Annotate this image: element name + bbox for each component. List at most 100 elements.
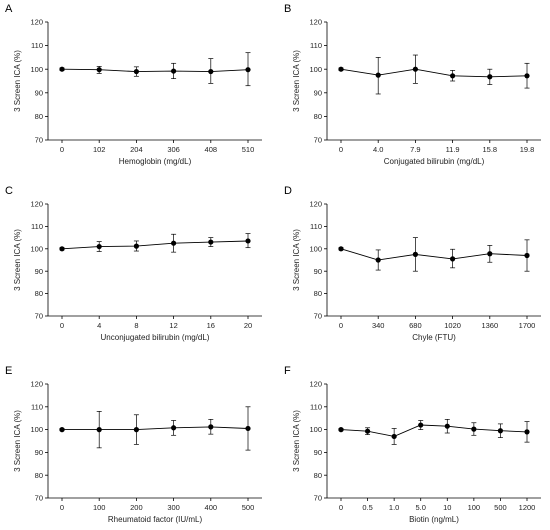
x-tick-label: 4.0 xyxy=(373,145,383,154)
data-point xyxy=(391,433,397,440)
panel-label: F xyxy=(284,365,291,377)
panel-label: D xyxy=(284,185,292,197)
x-tick-label: 100 xyxy=(93,503,106,512)
y-tick-label: 100 xyxy=(309,244,322,253)
y-tick-label: 70 xyxy=(35,494,43,503)
y-axis-title: 3 Screen ICA (%) xyxy=(13,50,22,112)
data-point xyxy=(487,74,493,80)
y-tick-label: 90 xyxy=(35,267,43,276)
data-point xyxy=(412,251,418,257)
y-tick-label: 100 xyxy=(30,244,43,253)
y-tick-label: 110 xyxy=(310,222,322,231)
data-point xyxy=(171,240,177,246)
panel-d: D 70 80 90 100 110 120 0 340 680 1020 1360 1700 Chyle… xyxy=(284,185,541,342)
data-point xyxy=(208,68,214,75)
x-tick-label: 500 xyxy=(494,503,507,512)
x-tick-label: 15.8 xyxy=(482,145,497,154)
data-point xyxy=(96,67,102,73)
data-point xyxy=(471,426,477,432)
data-point xyxy=(96,243,102,250)
data-point xyxy=(524,429,530,435)
y-tick-label: 120 xyxy=(309,380,322,389)
x-tick-label: 1.0 xyxy=(389,503,399,512)
series-line xyxy=(61,240,249,250)
y-tick-label: 110 xyxy=(31,222,43,231)
x-axis-title: Conjugated bilirubin (mg/dL) xyxy=(384,157,485,166)
data-point xyxy=(338,66,344,72)
data-point xyxy=(59,427,65,433)
x-tick-label: 7.9 xyxy=(410,145,420,154)
data-point xyxy=(364,428,371,434)
data-point xyxy=(59,246,65,252)
y-tick-label: 120 xyxy=(30,18,43,27)
x-tick-label: 19.8 xyxy=(520,145,535,154)
y-tick-label: 110 xyxy=(310,41,322,50)
x-axis-title: Biotin (ng/mL) xyxy=(409,515,459,524)
x-tick-label: 16 xyxy=(207,321,215,330)
y-tick-label: 70 xyxy=(314,312,322,321)
data-point xyxy=(133,68,139,75)
x-tick-label: 0 xyxy=(339,503,343,512)
data-point xyxy=(245,67,251,73)
data-point xyxy=(444,423,450,429)
panel-a: A 70 80 90 100 110 120 0 102 204 306 408 510 Hemoglob… xyxy=(5,3,262,166)
data-point xyxy=(450,73,456,79)
data-point xyxy=(497,428,504,434)
y-tick-label: 80 xyxy=(35,112,43,121)
data-point xyxy=(245,238,251,244)
y-tick-label: 110 xyxy=(31,41,43,50)
y-tick-label: 70 xyxy=(314,494,322,503)
y-tick-label: 110 xyxy=(31,402,43,411)
x-tick-label: 0 xyxy=(339,321,343,330)
x-tick-label: 0.5 xyxy=(362,503,372,512)
x-axis-title: Hemoglobin (mg/dL) xyxy=(119,157,192,166)
y-axis-title: 3 Screen ICA (%) xyxy=(13,229,22,291)
data-point xyxy=(59,66,65,72)
panel-e: E 70 80 90 100 110 120 0 100 200 300 400 500 Rheumato… xyxy=(5,365,262,524)
x-tick-label: 4 xyxy=(97,321,101,330)
x-tick-label: 5.0 xyxy=(415,503,425,512)
x-tick-label: 500 xyxy=(242,503,255,512)
panel-label: E xyxy=(5,365,12,377)
x-tick-label: 10 xyxy=(443,503,451,512)
panel-label: B xyxy=(284,3,291,15)
y-axis-title: 3 Screen ICA (%) xyxy=(13,410,22,472)
x-tick-label: 8 xyxy=(134,321,138,330)
data-point xyxy=(487,251,493,257)
data-point xyxy=(412,66,418,72)
y-tick-label: 90 xyxy=(314,267,322,276)
y-tick-label: 100 xyxy=(30,65,43,74)
y-tick-label: 90 xyxy=(314,448,322,457)
x-tick-label: 0 xyxy=(60,145,64,154)
x-tick-label: 408 xyxy=(205,145,218,154)
x-tick-label: 510 xyxy=(242,145,255,154)
x-tick-label: 0 xyxy=(339,145,343,154)
y-axis-title: 3 Screen ICA (%) xyxy=(292,229,301,291)
y-tick-label: 90 xyxy=(314,88,322,97)
data-point xyxy=(208,424,214,430)
data-point xyxy=(133,243,139,249)
y-tick-label: 80 xyxy=(314,471,322,480)
data-point xyxy=(245,425,251,432)
x-tick-label: 20 xyxy=(244,321,252,330)
panel-b: B 70 80 90 100 110 120 0 4.0 7.9 11.9 15.8 19.8 Conju… xyxy=(284,3,541,166)
data-point xyxy=(524,252,530,259)
x-axis-title: Rheumatoid factor (IU/mL) xyxy=(108,515,203,524)
y-tick-label: 80 xyxy=(35,471,43,480)
x-tick-label: 680 xyxy=(409,321,422,330)
y-tick-label: 100 xyxy=(309,65,322,74)
series-line xyxy=(340,248,528,261)
panel-label: C xyxy=(5,185,13,197)
data-point xyxy=(524,73,530,79)
y-tick-label: 70 xyxy=(35,312,43,321)
y-axis-title: 3 Screen ICA (%) xyxy=(292,50,301,112)
x-tick-label: 11.9 xyxy=(446,145,460,154)
y-tick-label: 90 xyxy=(35,448,43,457)
x-axis-title: Chyle (FTU) xyxy=(412,333,456,342)
data-point xyxy=(96,427,102,433)
y-tick-label: 80 xyxy=(35,289,43,298)
data-point xyxy=(338,427,344,433)
x-tick-label: 400 xyxy=(205,503,218,512)
y-tick-label: 70 xyxy=(314,136,322,145)
